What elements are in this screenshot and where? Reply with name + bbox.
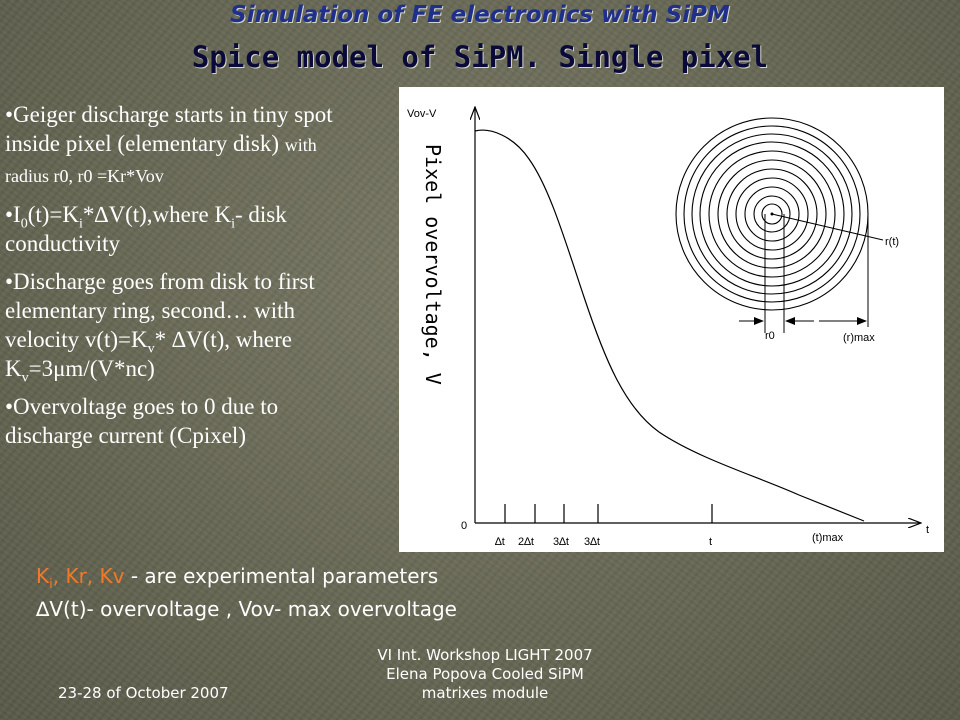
tick-label: 3∆t	[553, 536, 569, 548]
bullet-text: •I	[5, 202, 21, 227]
bullet-text: •Geiger discharge starts in tiny spot	[5, 102, 333, 127]
y-top-label: Vov-V	[407, 108, 437, 120]
tick-label: t	[709, 536, 712, 548]
footer-workshop: VI Int. Workshop LIGHT 2007 Elena Popova…	[330, 646, 640, 703]
footer-date: 23-28 of October 2007	[58, 684, 229, 702]
bullet-text: elementary ring, second… with	[5, 298, 295, 323]
slide-title: Simulation of FE electronics with SiPM	[230, 2, 730, 28]
bullet-text: •Discharge goes from disk to first	[5, 269, 315, 294]
tick-label: 2∆t	[518, 536, 534, 548]
workshop-line: Elena Popova Cooled SiPM	[386, 665, 584, 683]
x-ticks	[504, 504, 713, 523]
bullet-text: * ∆V(t), where	[154, 327, 292, 352]
tick-label: ∆t	[495, 536, 505, 548]
overvoltage-figure: ∆t 2∆t 3∆t 3∆t t (t)max 0 t Vov-V Pixel …	[399, 87, 944, 552]
bullet-list: •Geiger discharge starts in tiny spot in…	[5, 100, 397, 459]
bullet-text: conductivity	[5, 231, 120, 256]
workshop-line: matrixes module	[421, 684, 549, 702]
figure-svg: ∆t 2∆t 3∆t 3∆t t (t)max 0 t Vov-V Pixel …	[407, 87, 929, 548]
parameter-notes: Ki, Kr, Kv - are experimental parameters…	[36, 560, 457, 626]
bullet-text: inside pixel (elementary disk)	[5, 131, 285, 156]
subscript: i	[231, 216, 235, 232]
y-axis-label: Pixel overvoltage, V	[421, 144, 445, 385]
bullet-text: radius r0, r0 =Kr*Vov	[5, 166, 164, 186]
slide-subtitle: Spice model of SiPM. Single pixel	[191, 40, 769, 74]
bullet-text: =3μm/(V*nc)	[28, 356, 155, 381]
subscript: 0	[20, 216, 28, 232]
workshop-line: VI Int. Workshop LIGHT 2007	[377, 646, 593, 664]
bullet-text: K	[5, 356, 22, 381]
bullet-text: velocity v(t)=K	[5, 327, 148, 352]
origin-label: 0	[461, 520, 467, 532]
bullet-text: (t)=K	[27, 202, 80, 227]
param-kr-kv: , Kr, Kv	[52, 564, 125, 588]
parameter-line: Ki, Kr, Kv - are experimental parameters	[36, 560, 457, 593]
subscript: v	[147, 341, 155, 357]
x-axis-label: t	[926, 524, 929, 536]
subscript: v	[21, 370, 29, 386]
bullet-discharge: •Discharge goes from disk to first eleme…	[5, 267, 397, 386]
bullet-text: *∆V(t),where K	[82, 202, 232, 227]
subscript: i	[79, 216, 83, 232]
bullet-geiger: •Geiger discharge starts in tiny spot in…	[5, 100, 397, 191]
param-ki: K	[36, 564, 50, 588]
bullet-text: •Overvoltage goes to 0 due to	[5, 394, 279, 419]
bullet-current: •I0(t)=Ki*∆V(t),where Ki- disk conductiv…	[5, 200, 397, 258]
r0-label: r0	[765, 330, 775, 342]
bullet-text: with	[284, 135, 317, 155]
tick-label: 3∆t	[584, 536, 600, 548]
rmax-label: (r)max	[843, 332, 875, 344]
bullet-text: - disk	[234, 202, 287, 227]
overvoltage-curve	[474, 129, 865, 522]
subscript: i	[49, 577, 53, 592]
bullet-text: discharge current (Cpixel)	[5, 423, 246, 448]
rt-leader	[771, 213, 884, 241]
tick-label: (t)max	[812, 532, 844, 544]
param-description: - are experimental parameters	[124, 564, 439, 588]
bullet-overvoltage: •Overvoltage goes to 0 due to discharge …	[5, 392, 397, 450]
rt-label: r(t)	[885, 236, 899, 248]
overvoltage-note: ∆V(t)- overvoltage , Vov- max overvoltag…	[36, 597, 457, 621]
